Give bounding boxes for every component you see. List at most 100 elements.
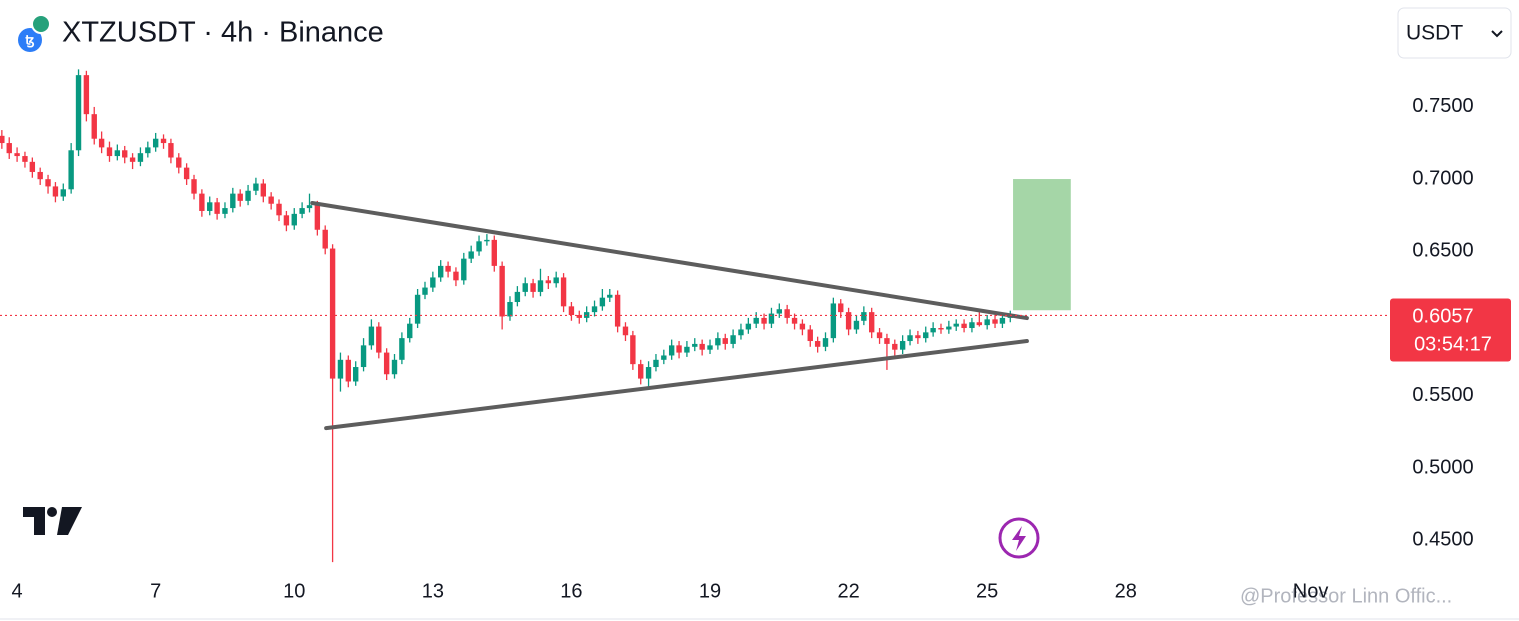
candle-body	[814, 341, 821, 347]
candle-body	[930, 328, 936, 333]
candle-body	[707, 345, 713, 350]
x-tick-label: 22	[837, 580, 859, 602]
candle-body	[630, 335, 636, 365]
countdown-label: 03:54:17	[1414, 334, 1492, 356]
candle-body	[137, 153, 144, 162]
candle-body	[568, 306, 575, 316]
candle-body	[984, 319, 990, 326]
candle-body	[499, 265, 505, 317]
candle-body	[75, 75, 82, 151]
x-tick-label: 4	[12, 580, 23, 602]
y-tick-label: 0.5500	[1412, 384, 1473, 406]
candle-body	[676, 345, 682, 353]
candle-body	[645, 367, 652, 379]
candle-body	[114, 150, 121, 157]
candle-body	[522, 283, 528, 292]
trendline	[324, 339, 1029, 431]
candle-body	[368, 326, 375, 346]
candle-body	[969, 322, 975, 329]
candle-body	[876, 332, 883, 339]
candle-body	[45, 179, 51, 187]
candle-body	[476, 241, 482, 252]
candle-body	[60, 189, 66, 197]
candle-body	[684, 346, 690, 353]
candle-body	[722, 338, 728, 344]
candle-body	[869, 312, 875, 333]
candle-body	[199, 193, 205, 211]
lightning-icon[interactable]	[998, 517, 1040, 559]
candle-body	[553, 277, 559, 284]
candle-body	[491, 239, 497, 266]
candle-body	[0, 135, 5, 144]
candle-body	[853, 320, 860, 330]
candle-body	[799, 323, 806, 330]
candle-body	[730, 335, 736, 344]
dropdown-arrow[interactable]	[1491, 30, 1503, 38]
candle-body	[607, 294, 613, 298]
candle-body	[838, 303, 844, 313]
candle-body	[576, 315, 582, 318]
candle-body	[484, 239, 490, 242]
candle-body	[861, 312, 867, 321]
candle-body	[545, 280, 552, 284]
candle-body	[268, 196, 274, 204]
candle-body	[314, 205, 321, 230]
candle-body	[129, 157, 136, 162]
candle-body	[160, 138, 167, 144]
candle-body	[383, 352, 390, 375]
candle-body	[329, 248, 336, 379]
candle-body	[884, 338, 890, 344]
candle-body	[337, 359, 344, 379]
candle-body	[407, 323, 413, 339]
quote-icon	[31, 14, 51, 34]
candle-body	[668, 345, 675, 356]
candle-body	[953, 323, 959, 327]
candle-body	[345, 359, 352, 382]
candle-body	[91, 114, 97, 139]
candle-body	[807, 329, 813, 342]
candle-body	[438, 265, 444, 278]
candle-body	[761, 317, 767, 324]
candle-body	[907, 335, 913, 342]
watermark: @Professor Linn Offic...	[1240, 585, 1452, 607]
candle-body	[253, 183, 259, 191]
chart-title: XTZUSDT · 4h · Binance	[62, 17, 384, 49]
candle-body	[430, 277, 436, 288]
candle-body	[14, 153, 20, 157]
candle-body	[283, 215, 290, 226]
candle-body	[445, 265, 451, 272]
candle-body	[230, 193, 236, 209]
candle-body	[176, 157, 182, 168]
candle-body	[245, 190, 251, 201]
candle-body	[6, 143, 12, 154]
candle-body	[899, 341, 906, 350]
candle-body	[715, 338, 721, 346]
y-tick-label: 0.7500	[1412, 95, 1473, 117]
x-tick-label: 10	[283, 580, 305, 602]
candle-body	[999, 317, 1006, 324]
candle-body	[299, 208, 305, 214]
candle-body	[260, 183, 267, 197]
candle-body	[638, 364, 644, 379]
candle-body	[507, 302, 513, 317]
candle-body	[692, 343, 698, 347]
candle-body	[291, 213, 297, 226]
candle-body	[768, 313, 775, 324]
candle-body	[376, 326, 382, 353]
x-tick-label: 19	[699, 580, 721, 602]
candle-body	[453, 271, 459, 281]
candle-body	[753, 317, 759, 324]
candle-body	[37, 171, 43, 180]
candle-body	[191, 179, 197, 194]
target-box	[1013, 179, 1071, 311]
candle-body	[306, 205, 313, 209]
candle-body	[992, 319, 998, 324]
currency-select[interactable]	[1397, 7, 1512, 59]
candle-body	[391, 359, 398, 375]
x-tick-label: 25	[976, 580, 998, 602]
candle-body	[514, 291, 521, 303]
currency-label[interactable]: USDT	[1406, 22, 1463, 45]
y-tick-label: 0.7000	[1412, 167, 1473, 189]
candle-body	[360, 345, 367, 368]
